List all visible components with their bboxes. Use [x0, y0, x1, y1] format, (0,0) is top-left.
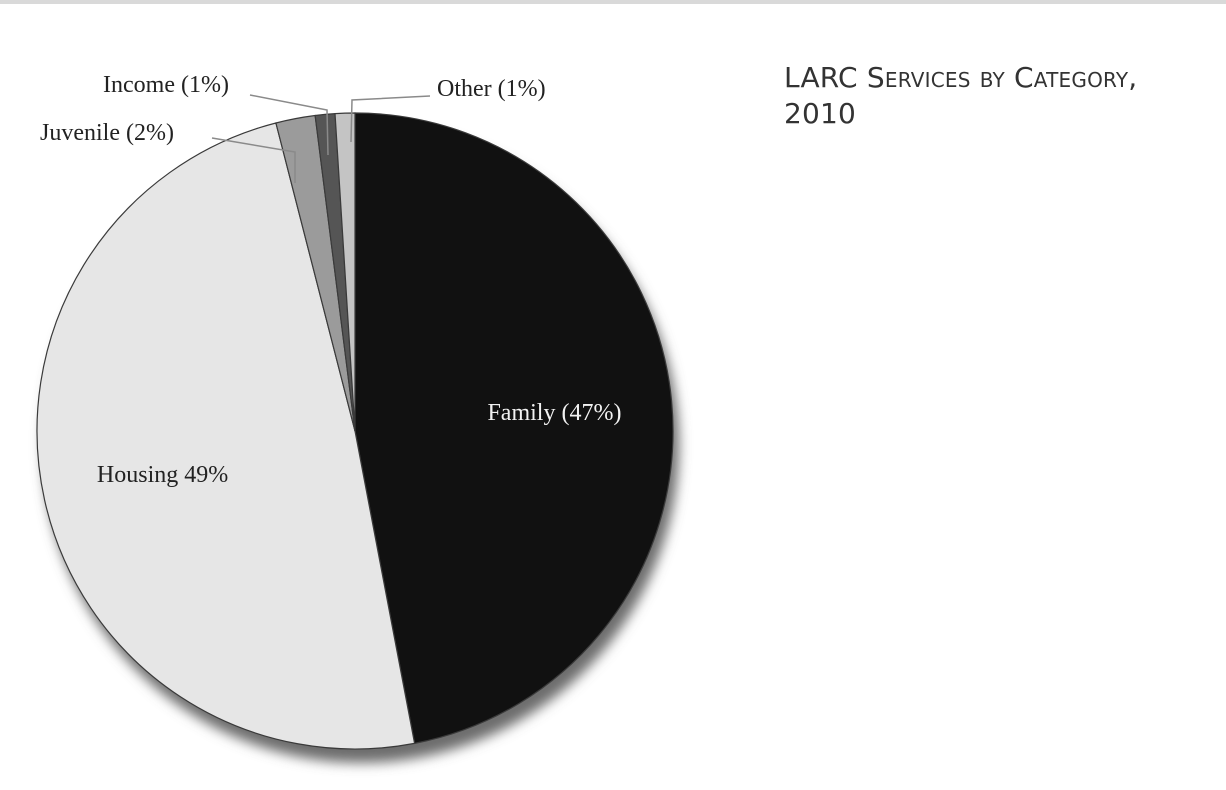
leader-line-other	[350, 95, 431, 143]
leader-lines	[211, 94, 431, 183]
top-rule	[0, 0, 1226, 4]
pie-slice-family	[354, 112, 674, 745]
slice-label-other: Other (1%)	[437, 76, 546, 102]
slice-label-family: Family (47%)	[487, 400, 621, 426]
chart-title: LARC Services by Category, 2010	[784, 61, 1138, 130]
pie-slices	[36, 112, 674, 750]
pie-slice-other	[334, 112, 356, 432]
leader-line-income	[249, 94, 329, 156]
pie-slice-housing	[36, 122, 416, 750]
leader-line-juvenile	[211, 137, 296, 183]
slice-labels: Family (47%) Housing 49% Juvenile (2%) Inco…	[40, 72, 621, 488]
slice-label-juvenile: Juvenile (2%)	[40, 120, 174, 146]
slice-label-income: Income (1%)	[103, 72, 229, 98]
slice-label-housing: Housing 49%	[97, 462, 228, 488]
